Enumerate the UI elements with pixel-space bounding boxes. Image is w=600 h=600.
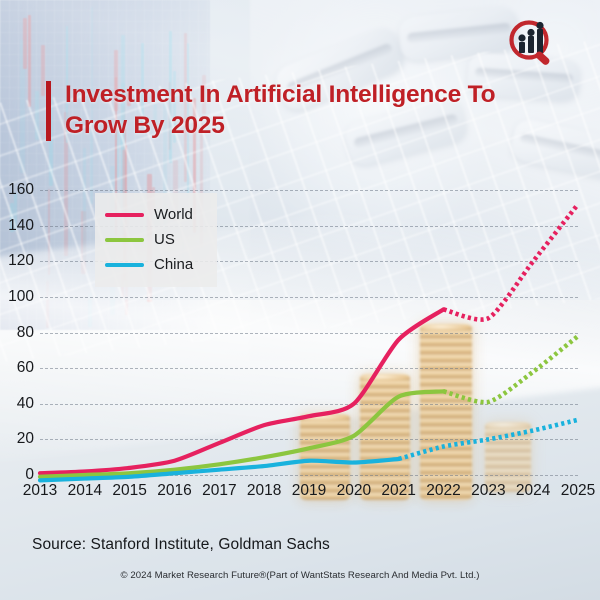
grid-line <box>40 439 578 441</box>
y-axis-tick-label: 140 <box>8 216 34 234</box>
series-line-world <box>40 309 444 473</box>
series-line-world-forecast <box>444 204 579 319</box>
legend-label-us: US <box>154 231 175 248</box>
y-axis-tick-label: 80 <box>16 323 34 341</box>
y-axis-tick-label: 0 <box>25 466 34 483</box>
x-axis-tick-label: 2016 <box>157 482 192 499</box>
legend-label-china: China <box>154 256 194 273</box>
x-axis-tick-label: 2014 <box>67 482 103 499</box>
plot-area <box>40 190 578 475</box>
legend-item-china: China <box>105 252 209 277</box>
x-axis-tick-label: 2013 <box>22 482 58 499</box>
x-axis-tick-label: 2022 <box>426 482 461 499</box>
legend-swatch-world <box>105 212 144 217</box>
x-axis-tick-label: 2019 <box>291 482 327 499</box>
legend-item-world: World <box>105 202 209 227</box>
x-axis-tick-label: 2018 <box>246 482 282 499</box>
grid-line <box>40 403 578 405</box>
grid-line <box>40 332 578 334</box>
copyright-text: © 2024 Market Research Future®(Part of W… <box>120 570 480 581</box>
grid-line <box>40 261 578 263</box>
x-axis-labels: 2013 2014 2015 2016 2017 2018 2019 2020 2021 2022… <box>23 482 595 502</box>
series-line-china-forecast <box>399 420 578 459</box>
y-axis-tick-label: 20 <box>16 430 34 448</box>
coin-stack <box>300 414 350 500</box>
x-axis-tick-label: 2017 <box>202 482 237 499</box>
series-line-china <box>40 459 399 480</box>
y-axis-tick-label: 60 <box>16 359 34 377</box>
series-lines <box>40 190 578 475</box>
title-accent-bar <box>46 81 51 141</box>
x-axis-tick-label: 2020 <box>336 482 372 499</box>
x-axis-tick-label: 2025 <box>560 482 596 499</box>
page-title: Investment In Artificial Intelligence To… <box>65 81 496 140</box>
chart-legend: World US China <box>95 193 217 287</box>
magnifying-glass-bar-chart-logo-icon <box>506 18 558 68</box>
line-chart: 0 20 40 60 80 100 120 140 160 2013 2014 2015 2016 20… <box>0 160 600 499</box>
x-axis-tick-label: 2024 <box>515 482 551 499</box>
y-axis-tick-label: 160 <box>8 181 34 198</box>
grid-line <box>40 190 578 191</box>
coin-stack <box>420 324 472 500</box>
legend-label-world: World <box>154 206 193 223</box>
grid-line <box>40 368 578 370</box>
series-line-us <box>40 391 444 477</box>
y-axis-tick-label: 40 <box>16 394 34 412</box>
y-axis-tick-label: 120 <box>8 252 34 270</box>
coin-stack <box>485 422 531 492</box>
x-axis-tick-label: 2021 <box>381 482 416 499</box>
title-block: Investment In Artificial Intelligence To… <box>46 79 535 141</box>
grid-line <box>40 225 578 227</box>
series-line-us-forecast <box>444 336 579 402</box>
legend-swatch-china <box>105 262 144 267</box>
x-axis-tick-label: 2023 <box>471 482 506 499</box>
legend-item-us: US <box>105 227 209 252</box>
y-axis-tick-label: 100 <box>8 287 34 305</box>
source-text: Source: Stanford Institute, Goldman Sach… <box>32 536 330 553</box>
x-axis-tick-label: 2015 <box>112 482 147 499</box>
grid-line <box>40 296 578 298</box>
legend-swatch-us <box>105 237 144 242</box>
grid-line <box>40 475 578 476</box>
